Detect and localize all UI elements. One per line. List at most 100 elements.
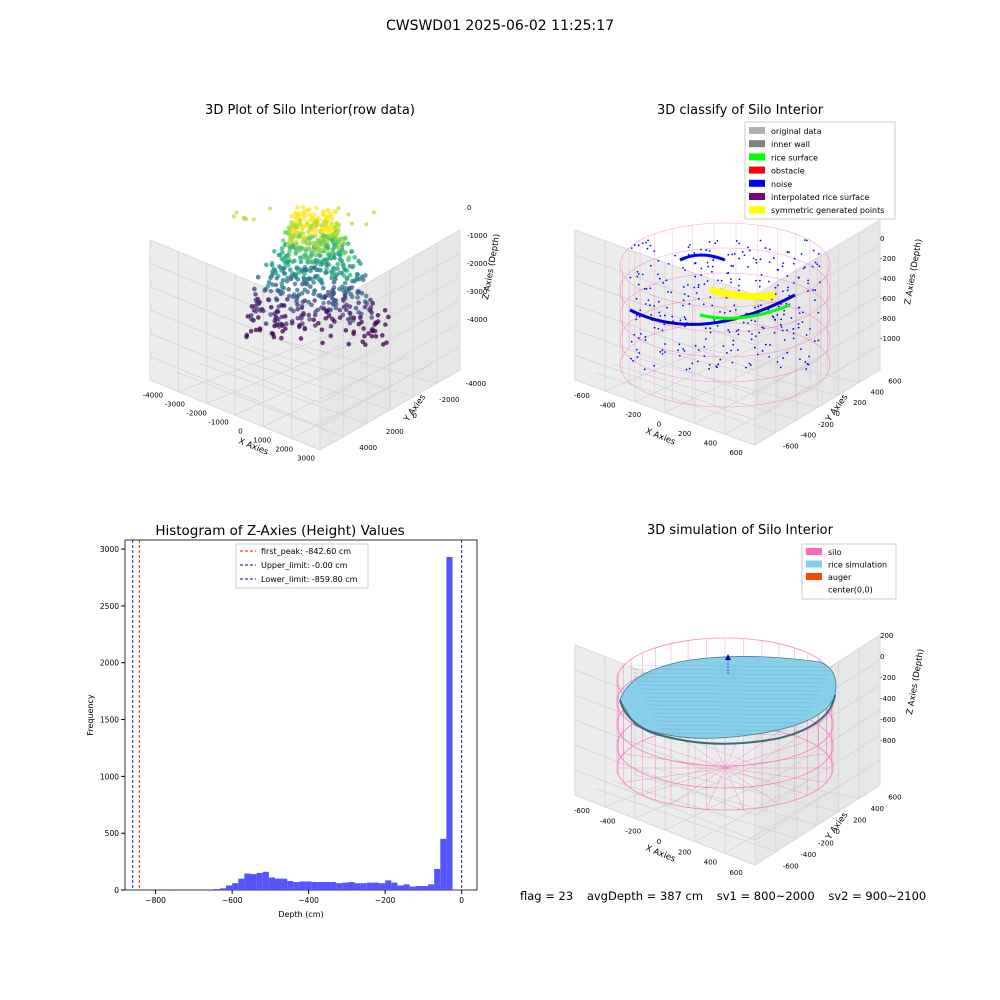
tick-label: 0 <box>238 428 242 436</box>
data-point <box>303 255 308 260</box>
data-point <box>272 249 277 254</box>
classify-3d: original data inner wall rice surface obsta… <box>573 121 925 457</box>
data-point <box>306 299 311 305</box>
noise-point <box>776 269 779 271</box>
noise-point <box>644 303 647 305</box>
tick-label: -600 <box>880 295 896 303</box>
panel-classify: 3D classify of Silo Interior original da… <box>550 100 930 480</box>
data-point <box>331 266 337 272</box>
noise-point <box>817 311 820 314</box>
data-point <box>279 314 285 320</box>
histogram-bar <box>238 878 245 890</box>
data-point <box>290 243 296 248</box>
noise-point <box>663 323 666 326</box>
tick-label: 200 <box>853 399 866 407</box>
tick-label: 2000 <box>100 659 119 668</box>
data-point <box>303 248 309 254</box>
tick-label: 1000 <box>253 437 271 445</box>
data-point <box>305 260 311 265</box>
noise-point <box>678 354 681 357</box>
histogram-bar <box>311 882 318 890</box>
panel-histogram: Histogram of Z-Axies (Height) Values −80… <box>70 520 490 920</box>
noise-point <box>697 297 700 300</box>
noise-point <box>818 265 821 268</box>
data-point <box>253 292 258 297</box>
tick-label: -400 <box>880 695 896 703</box>
noise-cluster <box>679 253 726 262</box>
legend-swatch <box>806 548 822 555</box>
histogram-bar <box>207 889 214 890</box>
tick-label: -2000 <box>467 260 487 268</box>
noise-point <box>687 283 689 286</box>
data-point <box>379 333 385 338</box>
data-point <box>293 275 299 280</box>
noise-point <box>700 267 703 270</box>
tick-label: -4000 <box>467 316 487 324</box>
data-point <box>328 323 334 329</box>
data-point <box>343 289 348 295</box>
legend-swatch <box>749 127 765 134</box>
noise-point <box>786 251 789 253</box>
data-point <box>269 282 275 287</box>
data-point <box>317 228 323 234</box>
noise-point <box>749 364 752 367</box>
tick-label: -2000 <box>187 410 207 418</box>
data-point <box>362 333 367 339</box>
data-point <box>296 233 302 239</box>
data-point <box>328 224 334 229</box>
noise-point <box>792 262 795 265</box>
data-point <box>312 288 317 294</box>
data-point <box>280 277 286 283</box>
histogram-bar <box>299 881 306 890</box>
histogram-bar <box>446 557 453 890</box>
data-point <box>294 299 299 304</box>
noise-point <box>797 323 800 325</box>
data-point <box>288 274 294 279</box>
noise-point <box>779 366 782 369</box>
noise-point <box>644 339 647 341</box>
data-point <box>295 315 301 321</box>
noise-point <box>811 265 814 268</box>
data-point <box>345 241 351 246</box>
silo-floor-line <box>724 740 808 769</box>
noise-point <box>755 279 757 282</box>
rice-surface <box>619 656 837 739</box>
legend-label: silo <box>828 548 842 557</box>
noise-point <box>782 262 785 265</box>
histogram-bar <box>268 877 275 890</box>
data-point <box>328 333 334 339</box>
plot-area <box>124 539 478 891</box>
data-point <box>292 258 297 264</box>
data-point <box>294 287 300 293</box>
noise-point <box>664 314 666 317</box>
noise-point <box>797 326 800 329</box>
tick-label: -600 <box>783 443 799 451</box>
rice-mesh-line <box>635 680 825 684</box>
noise-point <box>812 249 815 252</box>
data-point <box>298 217 303 222</box>
data-point <box>337 251 343 257</box>
noise-point <box>764 247 767 249</box>
data-point <box>358 261 363 266</box>
noise-point <box>723 311 726 314</box>
histogram-bar <box>244 873 251 890</box>
data-point <box>369 315 375 320</box>
tick-label: 600 <box>888 794 901 802</box>
tick-label: 0 <box>413 412 417 420</box>
rice-mesh-line <box>661 732 799 736</box>
data-point <box>242 216 247 221</box>
data-point <box>356 300 361 306</box>
data-point <box>313 241 319 246</box>
data-point <box>293 228 299 234</box>
noise-point <box>818 281 821 284</box>
noise-point <box>693 252 696 254</box>
noise-point <box>709 331 712 334</box>
data-point <box>291 294 296 300</box>
noise-point <box>697 286 700 289</box>
noise-point <box>707 265 710 268</box>
data-point <box>286 287 292 292</box>
noise-point <box>645 288 648 290</box>
noise-point <box>643 287 646 290</box>
data-point <box>301 310 306 316</box>
